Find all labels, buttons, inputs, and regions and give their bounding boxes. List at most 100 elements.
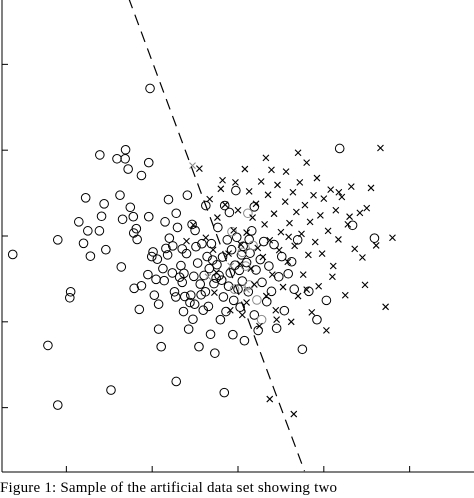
data-point-cross — [204, 273, 212, 281]
data-point-circle — [151, 274, 161, 285]
data-point-circle — [211, 273, 221, 283]
data-point-circle — [146, 251, 157, 262]
data-point-circle — [219, 387, 230, 398]
data-point-circle — [231, 185, 241, 196]
data-point-circle — [167, 268, 178, 278]
data-point-circle — [185, 297, 195, 308]
data-point-circle — [163, 194, 174, 205]
data-point-circle — [186, 290, 196, 301]
data-point-cross — [306, 218, 314, 226]
data-point-circle — [194, 341, 204, 352]
data-point-circle — [120, 153, 130, 164]
data-point-cross — [266, 236, 274, 244]
data-point-circle — [244, 234, 254, 245]
data-point-circle — [172, 222, 183, 233]
data-point-circle — [231, 232, 242, 243]
data-point-circle — [203, 301, 214, 312]
data-point-cross — [303, 286, 311, 294]
data-point-cross — [290, 410, 298, 418]
data-point-circle — [143, 157, 154, 168]
data-point-cross — [289, 188, 297, 196]
data-point-cross — [262, 154, 270, 162]
data-points — [7, 83, 396, 418]
data-point-circle — [221, 306, 231, 317]
data-point-circle — [94, 226, 105, 236]
data-point-circle — [153, 299, 164, 310]
data-point-cross — [268, 271, 276, 279]
data-point-cross — [230, 227, 238, 234]
data-point-circle — [228, 329, 238, 340]
data-point-cross — [389, 234, 396, 242]
data-point-cross — [296, 178, 304, 186]
data-point-circle — [255, 254, 266, 265]
data-point-circle — [167, 241, 178, 251]
data-point-cross — [209, 246, 217, 254]
data-point-circle — [52, 235, 63, 245]
data-point-circle — [199, 270, 209, 281]
data-point-cross — [270, 210, 278, 218]
data-point-circle — [183, 324, 194, 334]
data-point-cross — [206, 195, 214, 203]
tick-marks — [2, 63, 411, 472]
data-point-cross — [291, 242, 299, 250]
data-point-circle — [177, 277, 188, 288]
data-point-circle — [123, 164, 133, 174]
data-point-cross — [277, 228, 285, 236]
data-point-circle — [266, 286, 277, 297]
data-point-cross — [257, 178, 265, 185]
data-point-cross — [243, 286, 250, 294]
axes-frame — [1, 0, 474, 473]
data-point-circle — [257, 277, 267, 288]
data-point-circle — [189, 271, 199, 282]
data-point-circle — [248, 240, 258, 251]
data-point-cross — [359, 254, 366, 261]
boundary-line — [128, 0, 306, 472]
data-point-circle — [258, 236, 269, 247]
data-point-cross — [301, 201, 309, 209]
data-point-cross — [189, 162, 196, 170]
data-point-circle — [112, 153, 122, 164]
data-point-circle — [204, 263, 215, 274]
data-point-cross — [279, 283, 287, 291]
data-point-circle — [239, 335, 250, 346]
data-point-cross — [264, 191, 272, 199]
data-point-circle — [164, 233, 175, 243]
data-point-cross — [356, 209, 364, 217]
data-point-circle — [215, 314, 226, 325]
data-point-circle — [235, 302, 245, 313]
data-point-circle — [43, 340, 53, 351]
data-point-circle — [240, 261, 251, 271]
data-point-circle — [273, 271, 284, 282]
data-point-cross — [346, 213, 353, 221]
data-point-cross — [221, 201, 229, 209]
data-point-cross — [284, 258, 292, 266]
data-point-circle — [256, 314, 267, 325]
data-point-cross — [281, 198, 289, 206]
data-point-circle — [213, 222, 223, 233]
data-point-circle — [132, 234, 142, 245]
data-point-circle — [170, 292, 181, 302]
data-point-circle — [218, 292, 229, 302]
data-point-cross — [252, 200, 260, 208]
data-point-circle — [148, 247, 158, 257]
data-point-circle — [216, 275, 227, 285]
data-point-cross — [318, 250, 326, 257]
data-point-circle — [143, 211, 154, 222]
data-point-cross — [329, 273, 336, 281]
data-point-circle — [74, 217, 84, 227]
data-point-circle — [334, 143, 345, 154]
data-point-circle — [65, 286, 76, 297]
data-point-cross — [320, 195, 328, 203]
data-point-circle — [134, 304, 145, 315]
data-point-cross — [344, 221, 352, 228]
data-point-circle — [226, 244, 237, 255]
data-point-circle — [217, 252, 228, 262]
data-point-cross — [335, 236, 342, 243]
data-point-cross — [287, 318, 295, 326]
data-point-cross — [183, 237, 190, 245]
data-point-cross — [225, 250, 232, 257]
data-point-cross — [372, 242, 380, 249]
data-point-circle — [85, 251, 96, 261]
data-point-cross — [272, 306, 280, 314]
data-point-circle — [249, 310, 260, 320]
